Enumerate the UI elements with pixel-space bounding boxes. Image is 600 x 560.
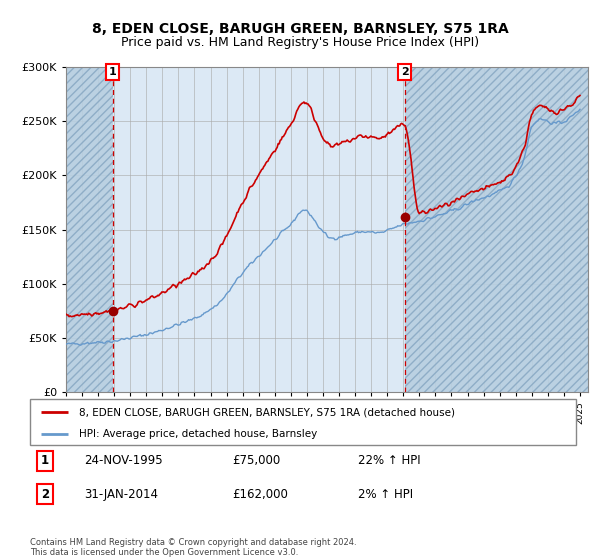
Text: 22% ↑ HPI: 22% ↑ HPI [358,454,420,468]
Text: 2: 2 [41,488,49,501]
Text: 1: 1 [109,67,116,77]
Text: 2% ↑ HPI: 2% ↑ HPI [358,488,413,501]
Text: £75,000: £75,000 [232,454,280,468]
Text: 8, EDEN CLOSE, BARUGH GREEN, BARNSLEY, S75 1RA: 8, EDEN CLOSE, BARUGH GREEN, BARNSLEY, S… [92,22,508,36]
Text: 24-NOV-1995: 24-NOV-1995 [85,454,163,468]
Text: 2: 2 [401,67,409,77]
Text: Price paid vs. HM Land Registry's House Price Index (HPI): Price paid vs. HM Land Registry's House … [121,36,479,49]
Text: 8, EDEN CLOSE, BARUGH GREEN, BARNSLEY, S75 1RA (detached house): 8, EDEN CLOSE, BARUGH GREEN, BARNSLEY, S… [79,407,455,417]
Bar [404,67,588,392]
Bar [66,67,113,392]
Text: HPI: Average price, detached house, Barnsley: HPI: Average price, detached house, Barn… [79,429,317,438]
Text: 1: 1 [41,454,49,468]
Text: 31-JAN-2014: 31-JAN-2014 [85,488,158,501]
Text: £162,000: £162,000 [232,488,288,501]
Text: Contains HM Land Registry data © Crown copyright and database right 2024.
This d: Contains HM Land Registry data © Crown c… [30,538,356,557]
